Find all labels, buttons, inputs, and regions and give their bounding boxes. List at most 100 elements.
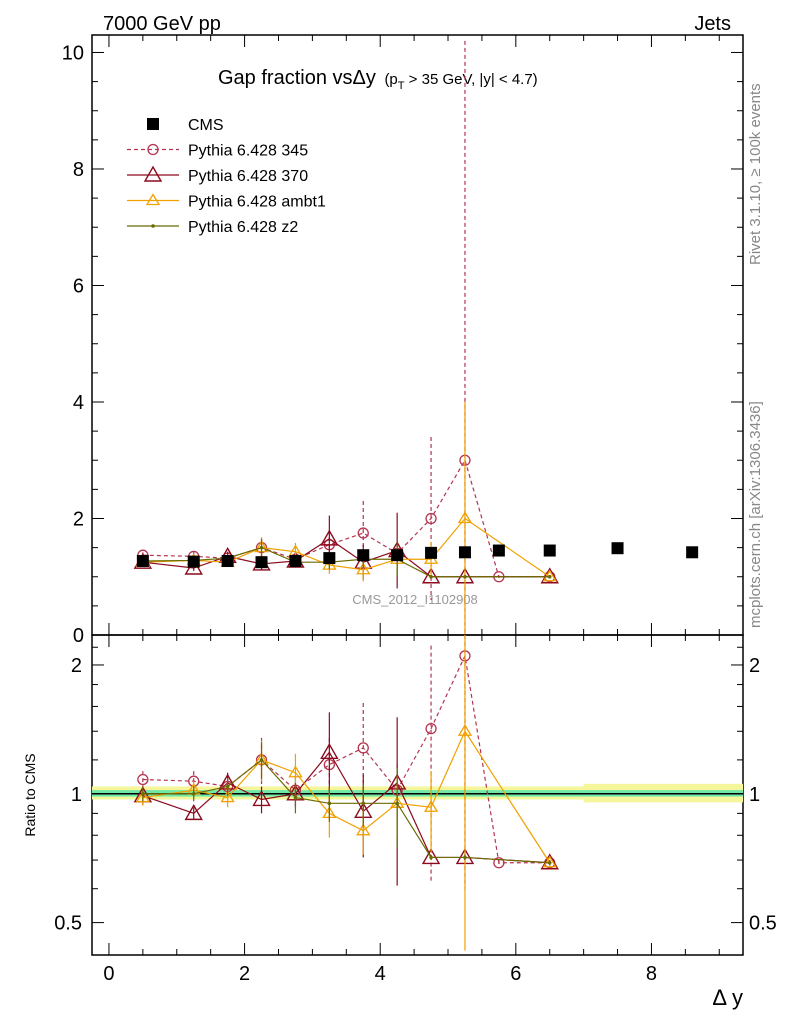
data-point (542, 569, 557, 582)
data-point (425, 512, 437, 525)
mcplots-label: mcplots.cern.ch [arXiv:1306.3436] (747, 401, 764, 628)
chart-title-main: Gap fraction vsΔy (218, 67, 376, 89)
legend-marker (147, 143, 159, 156)
ratio-point (259, 758, 264, 762)
cms-point (289, 555, 302, 568)
x-axis-label: Δ y (712, 985, 743, 1010)
y-tick-label: 2 (73, 508, 84, 530)
data-point (457, 511, 473, 524)
ratio-point (220, 790, 235, 803)
data-point (547, 574, 552, 579)
chart-title-sub-T: T (398, 80, 405, 92)
ratio-point (429, 855, 433, 860)
cms-point (425, 546, 438, 559)
ratio-y-axis-label: Ratio to CMS (22, 753, 38, 836)
cms-point (136, 555, 149, 568)
x-tick-label: 6 (510, 963, 521, 985)
data-point (540, 567, 559, 584)
ratio-series-line (142, 759, 550, 864)
ratio-point (493, 857, 505, 869)
x-tick-label: 2 (239, 963, 250, 985)
ratio-point (361, 801, 366, 806)
ratio-point (184, 803, 203, 821)
ratio-point (356, 823, 371, 836)
cms-point (357, 549, 370, 562)
y-tick-label: 0 (73, 625, 84, 647)
cms-point (187, 555, 200, 568)
ratio-series-line (142, 653, 550, 864)
ratio-point (327, 801, 332, 806)
legend-marker (145, 193, 161, 206)
legend-marker (143, 165, 163, 182)
ratio-axis-ticks (92, 635, 743, 955)
ratio-y-tick-label-right: 1 (749, 784, 760, 806)
header-right: Jets (694, 13, 731, 35)
chart-title-sub-open: (p (384, 71, 397, 88)
ratio-point (395, 801, 399, 806)
data-point (463, 574, 467, 579)
cms-point (221, 555, 234, 568)
ratio-point (225, 784, 230, 789)
ratio-point (540, 853, 559, 870)
cms-point (611, 542, 624, 555)
ratio-point (547, 860, 552, 865)
ratio-point (463, 855, 467, 860)
data-point (429, 574, 433, 579)
y-tick-label: 4 (73, 392, 84, 414)
ratio-point (421, 848, 441, 865)
chart-title-sub-rest: > 35 GeV, |y| < 4.7) (405, 71, 538, 88)
y-tick-label: 8 (73, 159, 84, 181)
ratio-point (320, 742, 339, 760)
data-point (356, 562, 371, 575)
legend-label: Pythia 6.428 z2 (188, 219, 298, 236)
legend-label: Pythia 6.428 345 (188, 143, 308, 160)
ratio-point (252, 790, 271, 807)
ratio-point (135, 790, 151, 803)
cms-point (323, 552, 336, 565)
legend: CMS Pythia 6.428 345 Pythia 6.428 370 Pythi… (127, 117, 326, 236)
y-tick-label: 10 (62, 42, 84, 64)
x-tick-label: 4 (375, 963, 386, 985)
legend-label: Pythia 6.428 370 (188, 168, 308, 185)
ratio-y-tick-label-right: 2 (749, 655, 760, 677)
legend-label: Pythia 6.428 ambt1 (188, 194, 326, 211)
main-axis-ticks (92, 35, 743, 636)
analysis-label: CMS_2012_I1102908 (352, 592, 478, 607)
cms-point (543, 544, 556, 557)
y-tick-label: 6 (73, 275, 84, 297)
legend-marker (151, 224, 155, 228)
cms-point (686, 546, 699, 559)
series-line (142, 517, 551, 578)
ratio-point (425, 722, 437, 735)
cms-point (255, 556, 268, 569)
ratio-y-tick-label-left: 0.5 (54, 913, 82, 935)
x-tick-label: 0 (103, 963, 114, 985)
x-tick-labels: 0 2 4 6 8 (103, 963, 657, 985)
ratio-point (457, 723, 473, 736)
ratio-point (191, 791, 196, 796)
ratio-point (542, 855, 557, 868)
ratio-point (288, 765, 303, 778)
cms-point (391, 549, 404, 562)
cms-point (492, 544, 505, 557)
legend-label: CMS (188, 117, 224, 134)
ratio-point (357, 742, 369, 754)
x-tick-label: 8 (646, 963, 657, 985)
ratio-y-tick-label-left: 2 (71, 655, 82, 677)
data-point (320, 529, 339, 546)
ratio-y-tick-labels: 0.5 0.5 1 1 2 2 (54, 655, 777, 935)
header-left: 7000 GeV pp (103, 13, 221, 35)
ratio-uncertainty-band (92, 783, 743, 803)
data-point (421, 567, 441, 584)
ratio-point (137, 773, 149, 786)
series-line (142, 538, 550, 578)
main-y-tick-labels: 0 2 4 6 8 10 (62, 42, 84, 647)
ratio-point (141, 791, 145, 796)
ratio-series-layer (133, 635, 559, 951)
data-point (259, 545, 264, 550)
series-line (142, 546, 550, 578)
ratio-y-tick-label-left: 1 (71, 784, 82, 806)
ratio-point (293, 795, 298, 800)
rivet-label: Rivet 3.1.10, ≥ 100k events (747, 83, 764, 265)
